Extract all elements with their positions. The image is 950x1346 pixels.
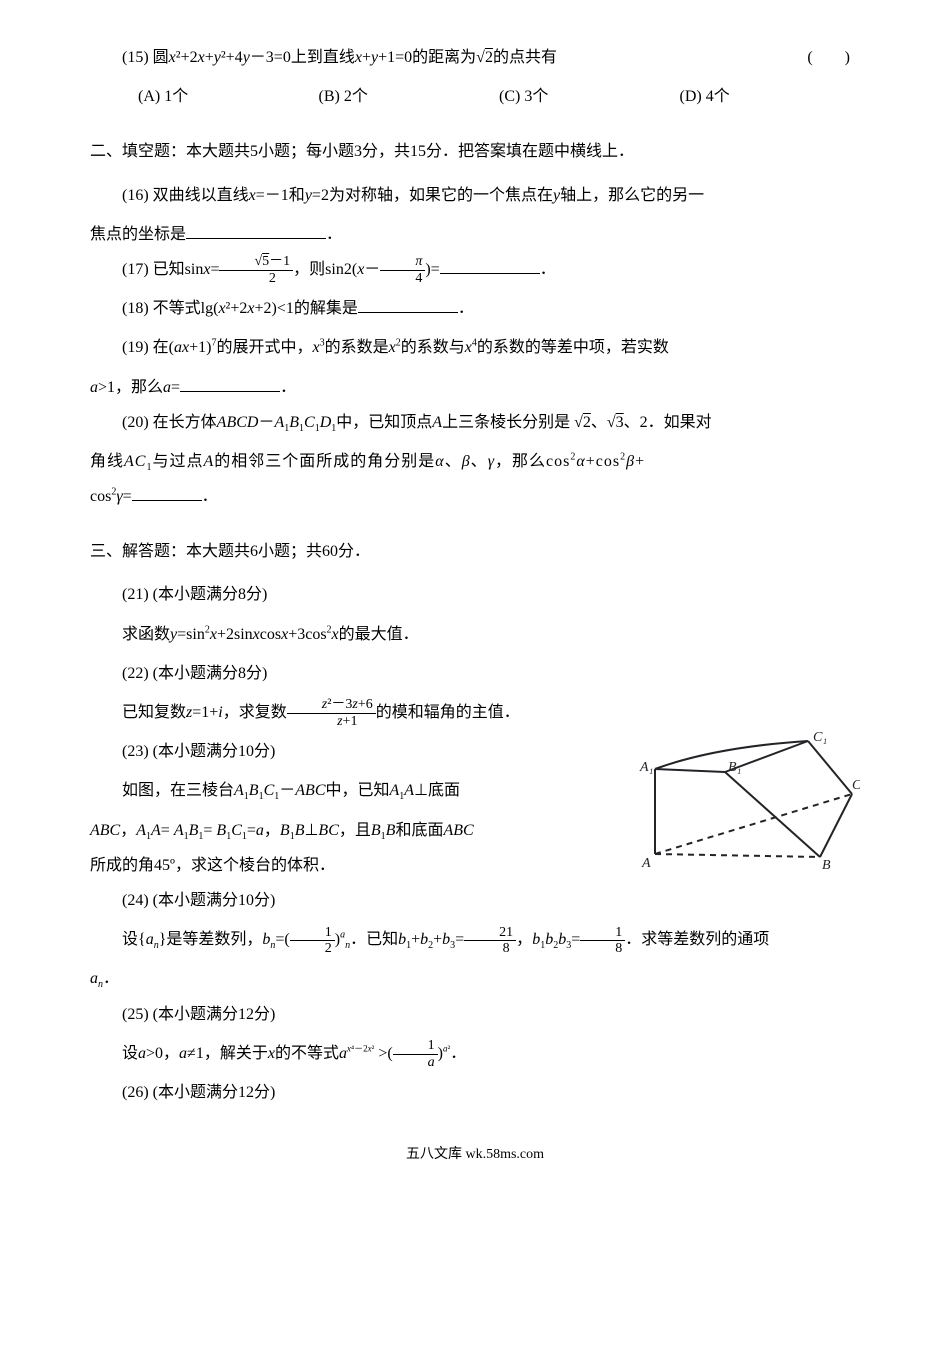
q25-score: (本小题满分12分) [153,1006,276,1023]
question-15: (15) 圆x²+2x+y²+4y－3=0上到直线x+y+1=0的距离为√2的点… [90,40,860,75]
label-c1: C₁ [813,730,827,745]
q15-paren: ( ) [775,40,850,75]
q23-score: (本小题满分10分) [153,743,276,760]
q22-body: 已知复数z=1+i，求复数z²－3z+6z+1的模和辐角的主值． [90,695,860,730]
q24-score: (本小题满分10分) [153,892,276,909]
question-22: (22) (本小题满分8分) [90,656,860,691]
q20-cont: 角线AC1与过点A的相邻三个面所成的角分别是α、β、γ，那么cos2α+cos2… [90,444,860,479]
question-24: (24) (本小题满分10分) [90,883,860,918]
q24-body: 设{an}是等差数列，bn=(12)an．已知b1+b2+b3=218，b1b2… [90,922,860,957]
question-21: (21) (本小题满分8分) [90,577,860,612]
q19-text: 在(ax+1)7的展开式中，x3的系数是x2的系数与x4的系数的等差中项，若实数 [153,339,669,356]
q19-num: (19) [122,339,149,356]
q26-num: (26) [122,1084,149,1101]
q15-option-b: (B) 2个 [319,79,500,114]
blank [132,485,202,501]
q15-option-d: (D) 4个 [680,79,861,114]
q25-body: 设a>0，a≠1，解关于x的不等式ax⁴－2x² >(1a)a²． [90,1036,860,1071]
q21-body: 求函数y=sin2x+2sinxcosx+3cos2x的最大值． [90,617,860,652]
label-a: A [641,856,651,871]
label-a1: A₁ [639,760,653,775]
question-26: (26) (本小题满分12分) [90,1075,860,1110]
question-17: (17) 已知sinx=√5－12，则sin2(x－π4)=． [90,252,860,287]
q22-score: (本小题满分8分) [153,665,268,682]
q18-text: 不等式lg(x²+2x+2)<1的解集是． [153,300,474,317]
q16-cont: 焦点的坐标是． [90,217,860,252]
label-c: C [852,778,860,793]
question-19: (19) 在(ax+1)7的展开式中，x3的系数是x2的系数与x4的系数的等差中… [90,330,860,365]
q15-options: (A) 1个 (B) 2个 (C) 3个 (D) 4个 [138,79,860,114]
prism-figure: A₁ B₁ C₁ A B C [630,729,860,874]
footer: 五八文库 wk.58ms.com [90,1140,860,1171]
blank [358,297,458,313]
question-20: (20) 在长方体ABCD－A1B1C1D1中，已知顶点A上三条棱长分别是 √2… [90,405,860,440]
q25-num: (25) [122,1006,149,1023]
question-25: (25) (本小题满分12分) [90,997,860,1032]
label-b: B [822,858,831,873]
q20-num: (20) [122,414,149,431]
q16-text: 双曲线以直线x=－1和y=2为对称轴，如果它的一个焦点在y轴上，那么它的另一 [153,187,704,204]
section-3-header: 三、解答题：本大题共6小题；共60分． [90,534,860,569]
q17-text: 已知sinx=√5－12，则sin2(x－π4)=． [153,261,556,278]
blank [440,258,540,274]
q15-num: (15) [122,49,149,66]
q22-num: (22) [122,665,149,682]
q17-num: (17) [122,261,149,278]
blank [180,376,280,392]
q20-text: 在长方体ABCD－A1B1C1D1中，已知顶点A上三条棱长分别是 √2、√3、2… [153,414,712,431]
q15-text: 圆x²+2x+y²+4y－3=0上到直线x+y+1=0的距离为√2的点共有 [153,49,557,66]
q20-cont2: cos2γ=． [90,479,860,514]
q26-score: (本小题满分12分) [153,1084,276,1101]
section-2-header: 二、填空题：本大题共5小题；每小题3分，共15分．把答案填在题中横线上． [90,134,860,169]
q15-option-c: (C) 3个 [499,79,680,114]
question-18: (18) 不等式lg(x²+2x+2)<1的解集是． [90,291,860,326]
q24-cont: an． [90,961,860,996]
q15-option-a: (A) 1个 [138,79,319,114]
q16-num: (16) [122,187,149,204]
q21-score: (本小题满分8分) [153,586,268,603]
label-b1: B₁ [728,760,741,775]
q24-num: (24) [122,892,149,909]
blank [186,223,326,239]
question-16: (16) 双曲线以直线x=－1和y=2为对称轴，如果它的一个焦点在y轴上，那么它… [90,178,860,213]
q19-cont: a>1，那么a=． [90,370,860,405]
q18-num: (18) [122,300,149,317]
q21-num: (21) [122,586,149,603]
q23-num: (23) [122,743,149,760]
